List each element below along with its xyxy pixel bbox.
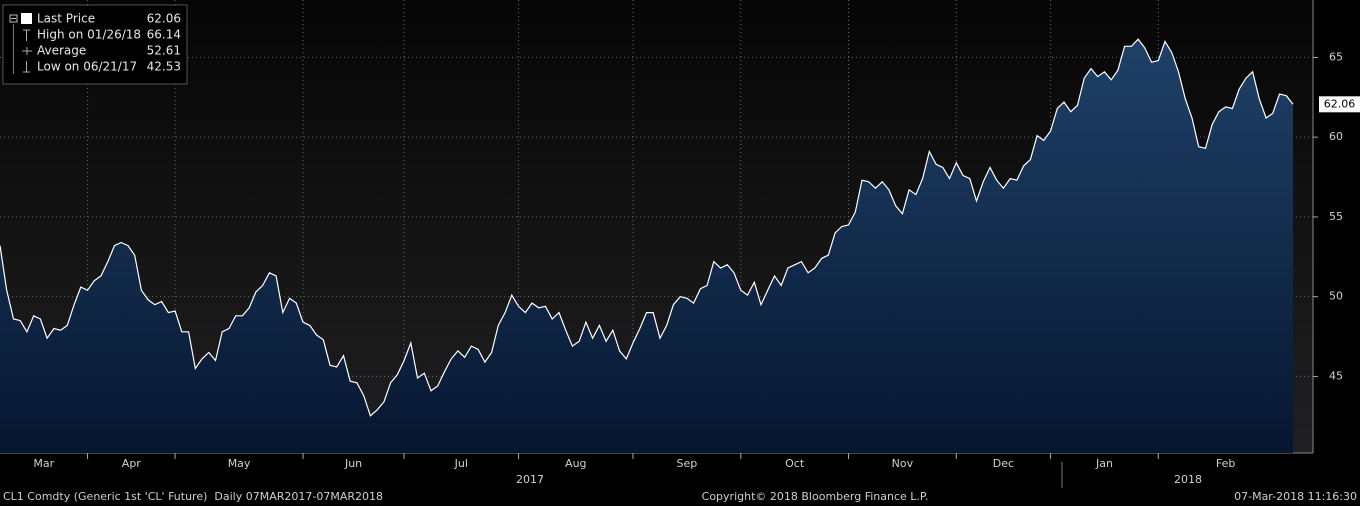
legend-value: 62.06 xyxy=(147,12,181,26)
footer-center: Copyright© 2018 Bloomberg Finance L.P. xyxy=(702,490,929,503)
x-tick-label: Jun xyxy=(344,457,362,470)
last-price-label: 62.06 xyxy=(1324,97,1356,110)
x-tick-label: Nov xyxy=(892,457,914,470)
legend-swatch xyxy=(21,13,32,24)
area-fill xyxy=(0,39,1293,453)
footer-right: 07-Mar-2018 11:16:30 xyxy=(1234,490,1357,503)
legend-label: Low on 06/21/17 xyxy=(37,60,137,74)
legend-label: Average xyxy=(37,44,86,58)
y-tick-label: 45 xyxy=(1329,369,1343,382)
last-price-tag xyxy=(1319,96,1360,113)
x-tick-label: Dec xyxy=(993,457,1014,470)
x-tick-label: Jan xyxy=(1095,457,1113,470)
x-tick-label: Jul xyxy=(454,457,468,470)
y-tick-label: 55 xyxy=(1329,210,1343,223)
x-tick-label: Sep xyxy=(677,457,698,470)
legend-label: High on 01/26/18 xyxy=(37,28,141,42)
legend-icon xyxy=(23,29,30,41)
y-tick-label: 65 xyxy=(1329,50,1343,63)
legend-icon xyxy=(23,61,30,73)
year-label: 2017 xyxy=(516,473,544,486)
x-tick-label: Oct xyxy=(785,457,805,470)
x-tick-label: Apr xyxy=(122,457,142,470)
legend: Last Price 62.06 High on 01/26/18 66.14 … xyxy=(2,4,188,85)
legend-value: 52.61 xyxy=(147,44,181,58)
legend-box xyxy=(2,4,188,85)
axis-background xyxy=(1313,0,1360,453)
y-tick-label: 50 xyxy=(1329,290,1343,303)
footer-left: CL1 Comdty (Generic 1st 'CL' Future) Dai… xyxy=(3,490,383,503)
legend-value: 66.14 xyxy=(147,28,181,42)
price-line xyxy=(0,38,1294,417)
x-tick-label: Aug xyxy=(565,457,586,470)
legend-value: 42.53 xyxy=(147,60,181,74)
year-label: 2018 xyxy=(1174,473,1202,486)
x-tick-label: Mar xyxy=(33,457,54,470)
legend-toggle xyxy=(9,14,18,23)
y-tick-label: 60 xyxy=(1329,130,1343,143)
x-tick-label: May xyxy=(228,457,251,470)
legend-icon xyxy=(22,47,32,55)
legend-label: Last Price xyxy=(37,12,95,26)
x-tick-label: Feb xyxy=(1216,457,1235,470)
